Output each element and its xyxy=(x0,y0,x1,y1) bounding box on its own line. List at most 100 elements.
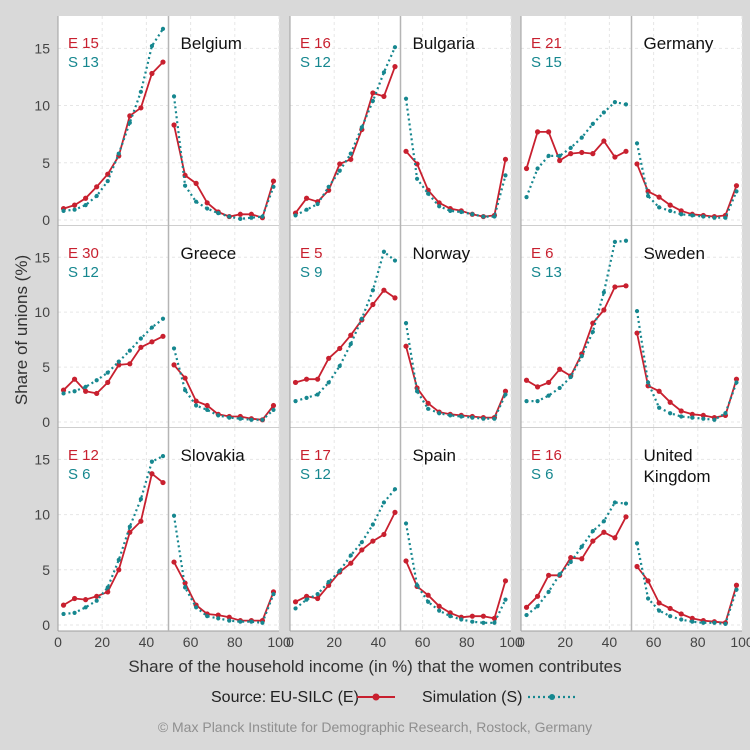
data-point-eusilc xyxy=(645,578,651,584)
data-point-simulation xyxy=(723,215,728,220)
data-point-simulation xyxy=(304,395,309,400)
data-point-eusilc xyxy=(94,390,100,397)
data-point-eusilc xyxy=(303,593,310,599)
data-point-eusilc xyxy=(656,194,662,200)
data-point-simulation xyxy=(381,500,387,505)
data-point-eusilc xyxy=(292,599,299,605)
data-point-simulation xyxy=(271,407,276,413)
data-point-eusilc xyxy=(138,105,144,111)
country-name: Germany xyxy=(644,34,714,53)
series-line-eusilc xyxy=(636,163,738,218)
data-point-eusilc xyxy=(60,602,67,608)
data-point-eusilc xyxy=(370,301,376,308)
data-point-eusilc xyxy=(248,211,254,217)
data-point-simulation xyxy=(679,414,684,419)
data-point-simulation xyxy=(403,521,409,526)
country-name: Kingdom xyxy=(644,467,711,486)
data-point-eusilc xyxy=(623,283,629,289)
data-point-simulation xyxy=(623,102,629,107)
data-point-simulation xyxy=(205,614,210,619)
data-point-eusilc xyxy=(656,388,662,394)
data-point-simulation xyxy=(426,406,431,411)
data-point-simulation xyxy=(492,214,497,219)
data-point-simulation xyxy=(690,213,695,218)
data-point-eusilc xyxy=(60,387,67,393)
data-point-eusilc xyxy=(149,471,155,477)
data-point-simulation xyxy=(437,411,442,416)
data-point-eusilc xyxy=(326,355,332,361)
data-point-eusilc xyxy=(534,129,541,135)
data-point-eusilc xyxy=(447,610,453,616)
simulation-count-label: S 6 xyxy=(531,466,554,483)
data-point-simulation xyxy=(304,597,309,602)
data-point-simulation xyxy=(414,176,420,181)
data-point-simulation xyxy=(359,316,364,321)
data-point-simulation xyxy=(623,238,629,243)
eusilc-count-label: E 6 xyxy=(531,245,554,262)
data-point-simulation xyxy=(403,96,409,101)
data-point-simulation xyxy=(348,553,353,558)
data-point-eusilc xyxy=(480,613,486,619)
data-point-simulation xyxy=(94,378,99,383)
data-point-simulation xyxy=(271,184,276,189)
data-point-simulation xyxy=(668,411,673,416)
data-point-eusilc xyxy=(534,593,541,599)
data-point-simulation xyxy=(492,620,497,625)
data-point-simulation xyxy=(657,405,662,410)
data-point-simulation xyxy=(459,617,464,622)
y-tick-label: 0 xyxy=(42,212,50,228)
series-line-eusilc xyxy=(636,332,738,419)
data-point-simulation xyxy=(127,120,132,125)
data-point-eusilc xyxy=(370,538,376,544)
data-point-simulation xyxy=(657,608,662,613)
series-line-eusilc xyxy=(173,561,275,622)
data-point-eusilc xyxy=(392,64,398,70)
data-point-eusilc xyxy=(337,161,343,167)
panel-united-kingdom: E 16 S 6 United Kingdom 0 20 40 60 80 100 xyxy=(517,428,750,650)
data-point-eusilc xyxy=(612,284,618,290)
series-line-simulation xyxy=(635,543,738,626)
x-tick-label: 80 xyxy=(227,634,243,650)
series-line-simulation xyxy=(635,310,738,421)
x-tick-label: 40 xyxy=(602,634,618,650)
y-tick-label: 15 xyxy=(34,249,50,265)
eusilc-count-label: E 16 xyxy=(531,447,562,464)
data-point-eusilc xyxy=(370,90,376,96)
data-point-simulation xyxy=(568,374,573,380)
data-point-simulation xyxy=(579,544,584,549)
data-point-eusilc xyxy=(502,156,509,162)
data-point-simulation xyxy=(712,215,717,220)
data-point-simulation xyxy=(149,459,155,464)
data-point-eusilc xyxy=(160,59,166,65)
data-point-simulation xyxy=(470,619,475,624)
x-tick-label: 0 xyxy=(517,634,525,650)
data-point-eusilc xyxy=(579,556,585,562)
data-point-eusilc xyxy=(590,151,596,157)
x-tick-label: 80 xyxy=(690,634,706,650)
data-point-eusilc xyxy=(546,379,552,386)
data-point-simulation xyxy=(645,596,651,601)
data-point-simulation xyxy=(437,608,442,613)
country-name: Sweden xyxy=(644,244,705,263)
data-point-eusilc xyxy=(546,129,552,135)
data-point-simulation xyxy=(337,363,342,369)
data-point-simulation xyxy=(612,100,618,105)
data-point-simulation xyxy=(194,605,199,610)
data-point-eusilc xyxy=(557,157,563,164)
data-point-eusilc xyxy=(83,597,89,603)
data-point-simulation xyxy=(83,203,88,208)
data-point-eusilc xyxy=(414,161,420,167)
data-point-simulation xyxy=(524,612,529,618)
x-tick-label: 0 xyxy=(54,634,62,650)
data-point-eusilc xyxy=(403,558,409,564)
series-line-eusilc xyxy=(405,150,507,218)
data-point-simulation xyxy=(370,288,375,293)
data-point-eusilc xyxy=(171,559,177,565)
series-line-eusilc xyxy=(295,289,396,384)
data-point-simulation xyxy=(568,559,573,565)
data-point-eusilc xyxy=(568,555,574,561)
data-point-simulation xyxy=(392,45,398,50)
series-line-simulation xyxy=(295,250,396,403)
data-point-simulation xyxy=(734,189,739,194)
country-name: United xyxy=(644,446,693,465)
